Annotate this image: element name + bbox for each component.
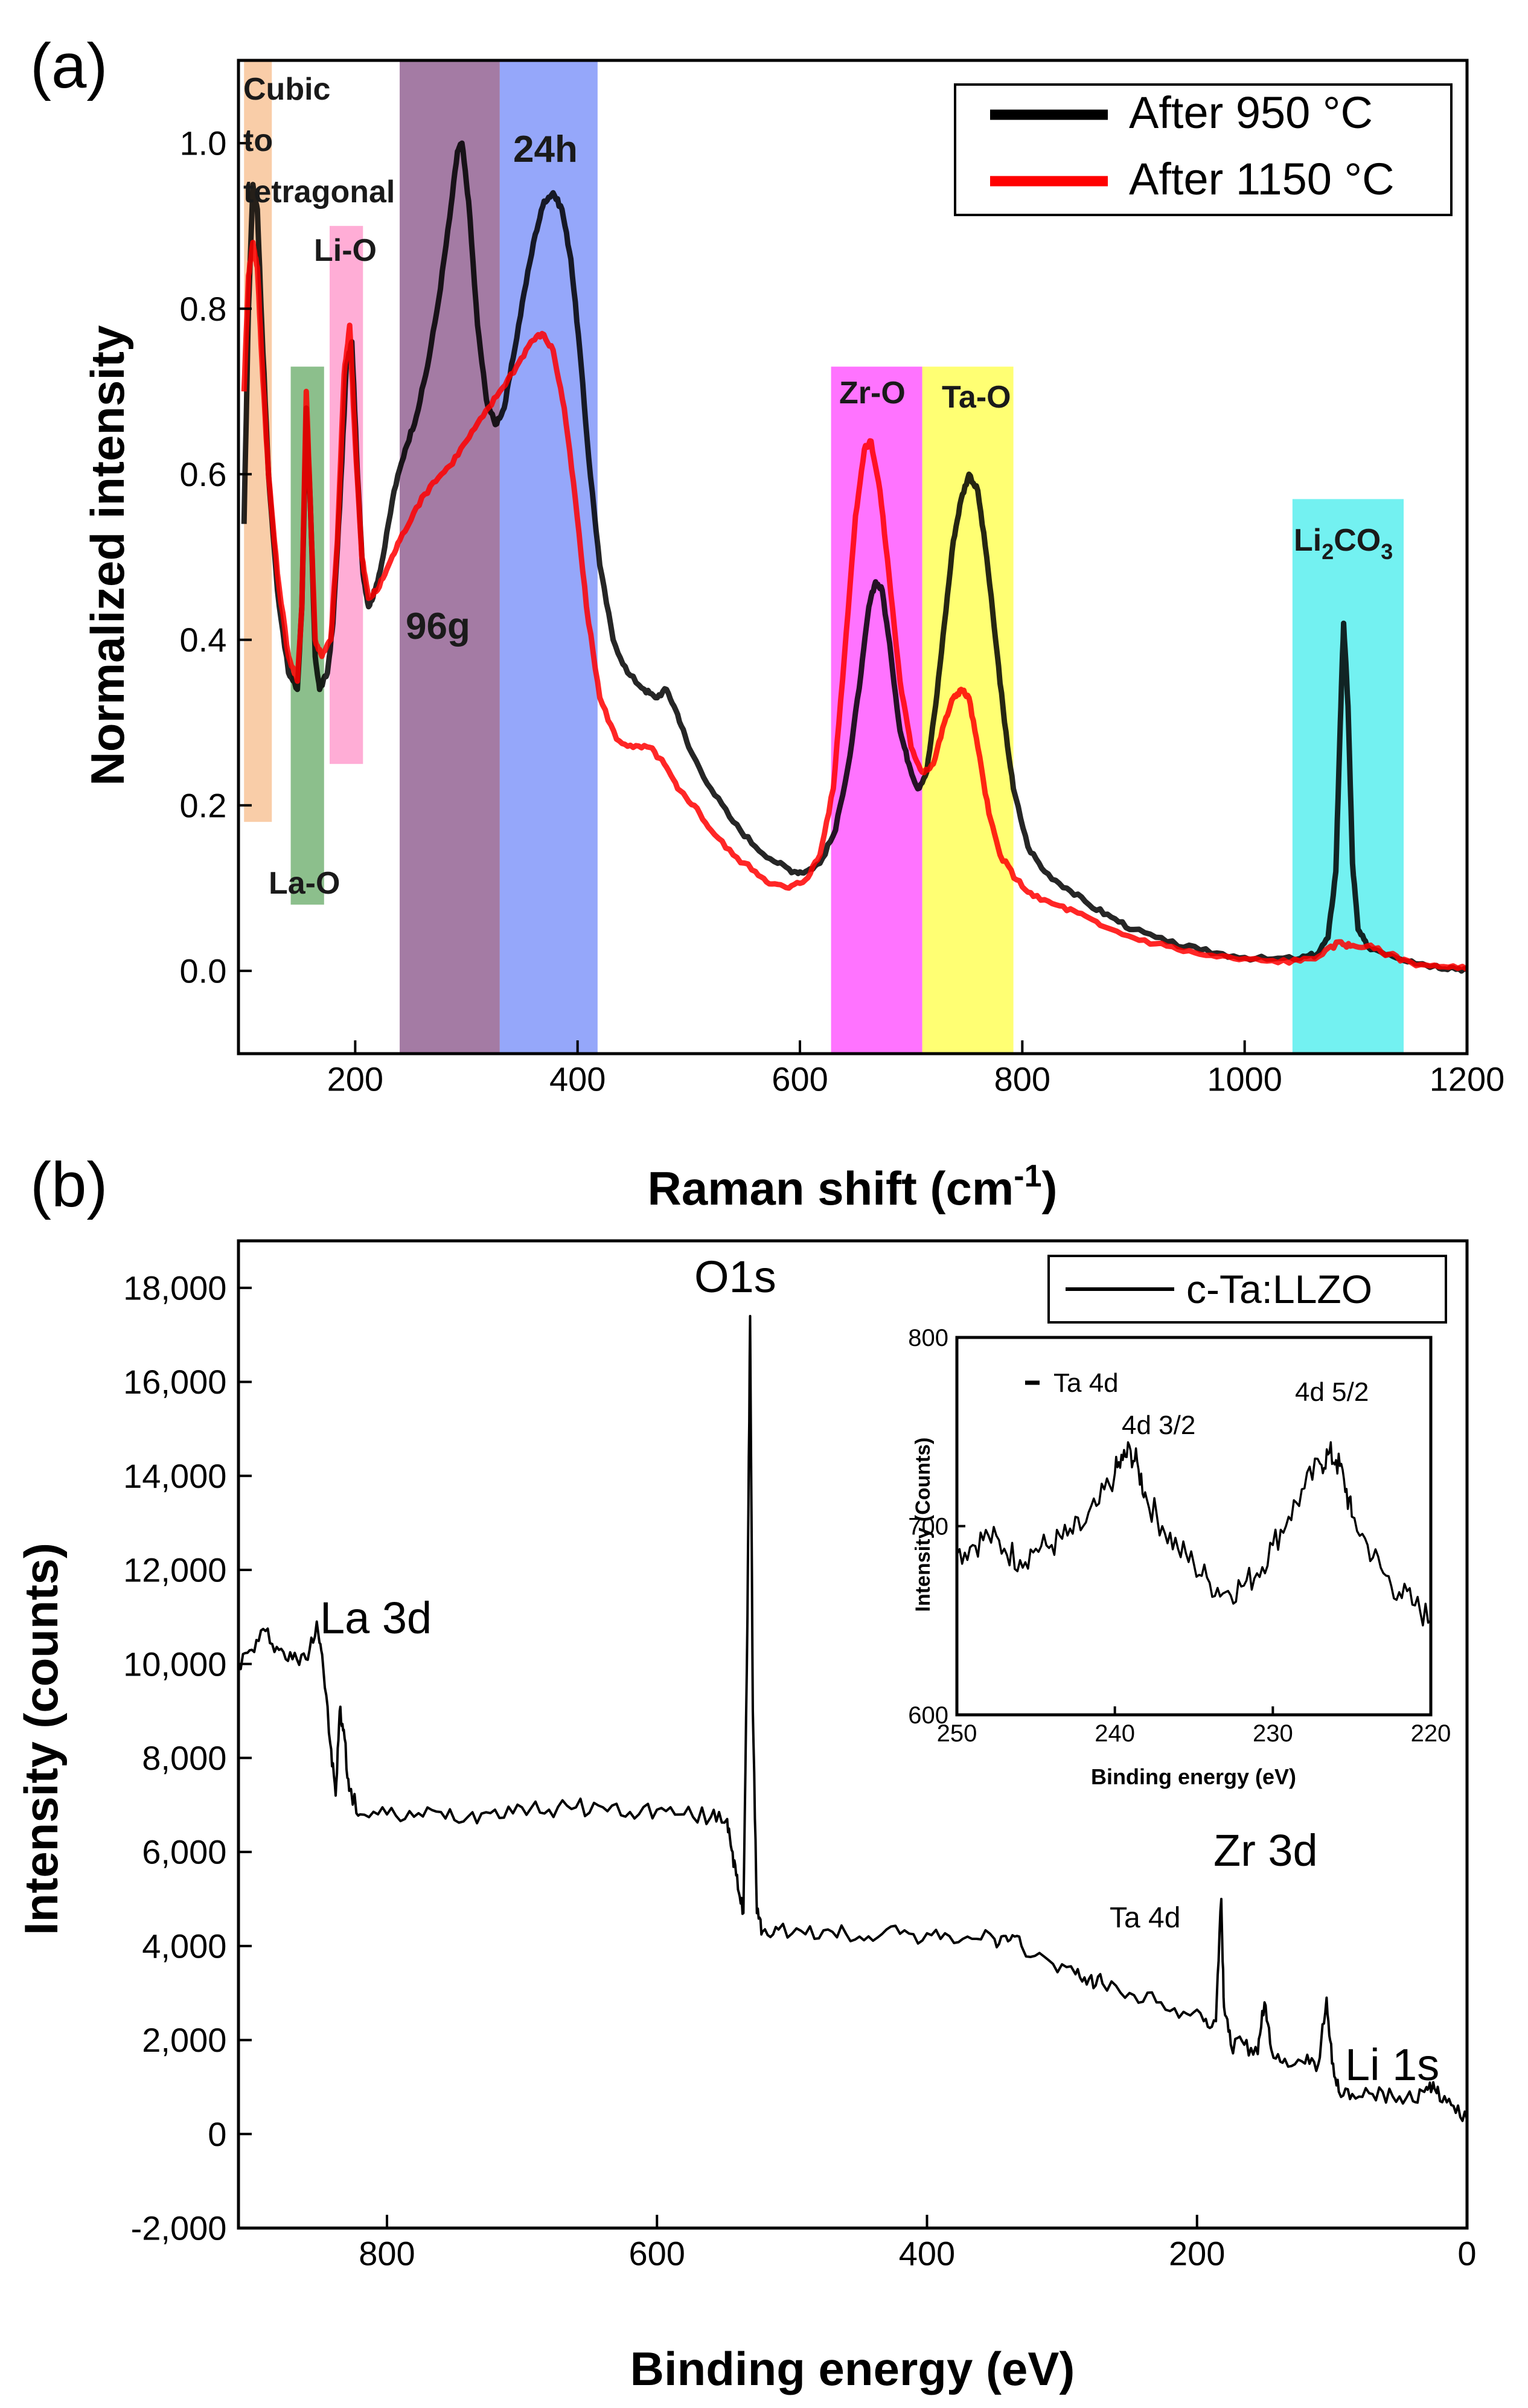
panel-b-x-tick-label: 800 (359, 2235, 415, 2273)
panel-a-x-ticks: 200 400 600 800 1000 1200 (327, 1040, 1505, 1098)
li2co3-sub1: 2 (1322, 539, 1334, 564)
annotation-ta-o: Ta-O (942, 380, 1011, 415)
inset-x-ticks: 250 240 230 220 (937, 1706, 1451, 1747)
inset-y-axis-title: Intensity (Counts) (912, 1438, 935, 1612)
panel-a-x-axis-title-end: ) (1042, 1162, 1058, 1215)
panel-b-plot-frame (237, 1239, 1469, 2230)
inset-legend-label: Ta 4d (1053, 1368, 1119, 1398)
inset-y-ticks: 600 700 800 (908, 1325, 965, 1729)
panel-a-plot-frame (237, 59, 1469, 1055)
panel-a-x-tick-label: 800 (994, 1060, 1050, 1098)
inset-x-axis-title: Binding energy (eV) (1091, 1764, 1296, 1789)
panel-a: (a) 200 400 600 800 1000 1200 0.0 0.2 0.4 0.6 0.8… (30, 31, 1504, 1215)
annotation-li2co3: Li2CO3 (1294, 523, 1393, 564)
panel-b-y-tick-label: 18,000 (123, 1269, 226, 1307)
inset-x-tick-label: 220 (1411, 1720, 1451, 1747)
inset-y-tick-label: 800 (908, 1325, 948, 1351)
inset-annotation-peak2: 4d 5/2 (1295, 1377, 1369, 1407)
panel-a-x-tick-label: 400 (549, 1060, 606, 1098)
panel-a-x-axis-title-main: Raman shift (cm (647, 1162, 1014, 1215)
legend-label-1150: After 1150 °C (1129, 154, 1395, 204)
panel-b-label: (b) (30, 1150, 107, 1220)
annotation-zr-3d: Zr 3d (1213, 1825, 1318, 1875)
panel-b-y-axis-title: Intensity (counts) (14, 1543, 68, 1935)
annotation-24h: 24h (513, 129, 578, 170)
panel-a-x-tick-label: 600 (772, 1060, 828, 1098)
inset-y-tick-label: 600 (908, 1702, 948, 1729)
inset-annotation-peak1: 4d 3/2 (1122, 1411, 1195, 1440)
panel-a-y-tick-label: 0.4 (180, 621, 227, 659)
legend-label-llzo: c-Ta:LLZO (1186, 1267, 1372, 1311)
panel-a-y-tick-label: 1.0 (180, 124, 227, 162)
panel-b-y-tick-label: 2,000 (142, 2021, 226, 2059)
panel-b-x-tick-label: 0 (1457, 2235, 1476, 2273)
panel-b-y-tick-label: 8,000 (142, 1739, 226, 1777)
li2co3-sub2: 3 (1381, 539, 1393, 564)
panel-b: (b) 800 600 400 200 0 -2,000 0 2,000 4,000 6,000… (14, 1150, 1477, 2395)
panel-a-legend-box (954, 83, 1453, 216)
panel-a-legend: After 950 °C After 1150 °C (954, 83, 1453, 216)
panel-b-x-ticks: 800 600 400 200 0 (359, 2215, 1477, 2273)
panel-b-y-tick-label: 4,000 (142, 1927, 226, 1965)
annotation-cubic-line2: to (243, 123, 273, 158)
inset-x-tick-label: 230 (1253, 1720, 1293, 1747)
panel-b-y-ticks: -2,000 0 2,000 4,000 6,000 8,000 10,000 12,000 1… (123, 1269, 252, 2247)
legend-label-950: After 950 °C (1129, 88, 1373, 138)
panel-a-x-axis-title: Raman shift (cm-1) (647, 1159, 1057, 1215)
panel-b-x-axis-title: Binding energy (eV) (630, 2342, 1075, 2395)
annotation-li-o: Li-O (314, 233, 377, 268)
panel-a-x-tick-label: 1000 (1207, 1060, 1282, 1098)
panel-b-legend: c-Ta:LLZO (1047, 1255, 1447, 1324)
panel-a-y-tick-label: 0.8 (180, 290, 227, 328)
series-line-llzo (237, 1314, 1468, 2122)
panel-a-x-axis-title-sup: -1 (1014, 1159, 1041, 1194)
panel-a-x-tick-label: 200 (327, 1060, 383, 1098)
panel-b-y-tick-label: 6,000 (142, 1833, 226, 1871)
inset-x-tick-label: 240 (1095, 1720, 1135, 1747)
panel-b-x-tick-label: 600 (629, 2235, 685, 2273)
series-line-1 (241, 240, 1469, 972)
panel-b-y-tick-label: 14,000 (123, 1457, 226, 1495)
inset-series (956, 1441, 1432, 1627)
panel-b-y-tick-label: 10,000 (123, 1645, 226, 1683)
panel-b-x-tick-label: 200 (1169, 2235, 1225, 2273)
panel-a-x-tick-label: 1200 (1430, 1060, 1505, 1098)
inset-background (957, 1337, 1431, 1715)
panel-b-y-tick-label: 0 (208, 2115, 226, 2153)
inset-series-line (956, 1441, 1432, 1627)
annotation-li-1s: Li 1s (1345, 2040, 1439, 2090)
inset-x-tick-label: 250 (937, 1720, 977, 1747)
panel-a-y-axis-title: Normalized intensity (81, 325, 134, 786)
panel-b-series (237, 1314, 1468, 2122)
annotation-cubic-line1: Cubic (243, 72, 330, 107)
panel-b-y-tick-label: -2,000 (131, 2209, 227, 2247)
panel-b-y-tick-label: 12,000 (123, 1551, 226, 1589)
annotation-zr-o: Zr-O (839, 376, 906, 411)
annotation-o1s: O1s (694, 1252, 776, 1302)
panel-a-y-tick-label: 0.0 (180, 952, 227, 990)
panel-b-x-tick-label: 400 (899, 2235, 955, 2273)
annotation-96g: 96g (406, 606, 470, 647)
inset-y-tick-label: 700 (908, 1514, 948, 1540)
panel-a-label: (a) (30, 31, 107, 101)
li2co3-co: CO (1334, 523, 1381, 558)
annotation-la-3d: La 3d (320, 1593, 432, 1643)
li2co3-li: Li (1294, 523, 1322, 558)
panel-a-y-tick-label: 0.6 (180, 455, 227, 493)
annotation-cubic-line3: tetragonal (243, 175, 395, 210)
panel-b-y-tick-label: 16,000 (123, 1363, 226, 1401)
inset-chart: 250 240 230 220 600 700 800 Binding energy (e… (908, 1325, 1451, 1789)
panel-a-y-tick-label: 0.2 (180, 786, 227, 824)
annotation-la-o: La-O (269, 866, 340, 901)
panel-a-y-ticks: 0.0 0.2 0.4 0.6 0.8 1.0 (180, 124, 252, 990)
annotation-ta-4d: Ta 4d (1110, 1902, 1180, 1934)
panel-a-series (241, 140, 1469, 974)
